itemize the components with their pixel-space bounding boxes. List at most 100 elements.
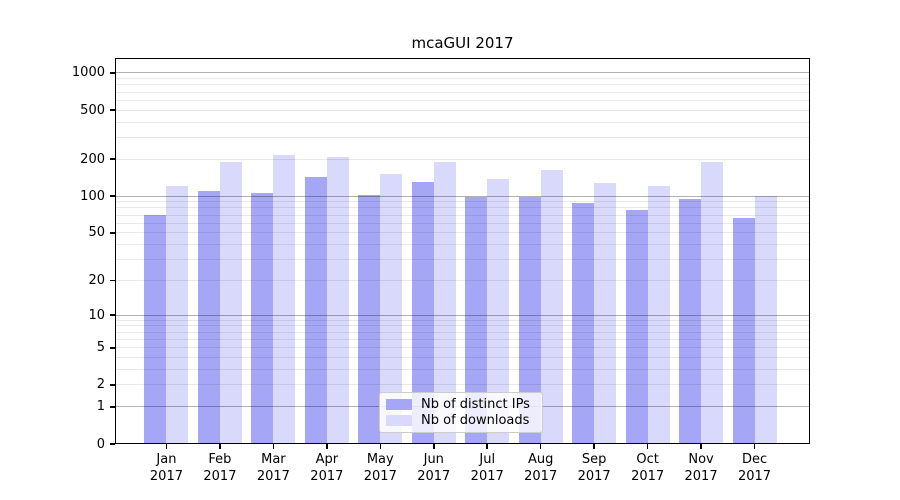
y-axis-tick bbox=[110, 443, 115, 445]
y-axis-tick bbox=[110, 158, 115, 160]
grid-line-minor bbox=[116, 347, 809, 349]
y-tick-label: 1 bbox=[96, 399, 105, 415]
x-tick-label: Mar 2017 bbox=[256, 452, 290, 484]
y-tick-label: 20 bbox=[88, 272, 105, 288]
bar-downloads bbox=[219, 162, 242, 444]
x-axis-tick bbox=[700, 444, 702, 449]
grid-line-major bbox=[116, 72, 809, 74]
y-axis-tick bbox=[110, 232, 115, 234]
bar-distinct-ips bbox=[572, 202, 595, 444]
grid-line-minor bbox=[116, 331, 809, 333]
y-tick-label: 0 bbox=[96, 436, 105, 452]
bar-downloads bbox=[273, 155, 296, 444]
bar-downloads bbox=[166, 185, 189, 444]
grid-line-minor bbox=[116, 279, 809, 281]
grid-line-minor bbox=[116, 357, 809, 359]
bar-downloads bbox=[754, 196, 777, 444]
x-tick-label: Aug 2017 bbox=[524, 452, 558, 484]
bar-distinct-ips bbox=[144, 215, 167, 444]
bar-downloads bbox=[380, 174, 403, 444]
grid-line-minor bbox=[116, 78, 809, 80]
y-tick-label: 50 bbox=[88, 225, 105, 241]
x-tick-label: Sep 2017 bbox=[577, 452, 611, 484]
x-axis-tick bbox=[165, 444, 168, 449]
bar-downloads bbox=[594, 183, 617, 444]
legend-swatch-downloads bbox=[386, 414, 412, 426]
x-axis-tick bbox=[486, 444, 488, 449]
chart-title: mcaGUI 2017 bbox=[411, 34, 514, 52]
grid-line-minor bbox=[116, 99, 809, 101]
bar-downloads bbox=[647, 185, 670, 444]
grid-line-minor bbox=[116, 136, 809, 138]
y-axis-tick bbox=[110, 279, 115, 282]
x-axis-tick bbox=[646, 444, 649, 449]
x-tick-label: Jun 2017 bbox=[417, 452, 451, 484]
grid-line-major bbox=[116, 195, 809, 197]
grid-line-minor bbox=[116, 201, 809, 203]
grid-line-minor bbox=[116, 207, 809, 209]
plot-area bbox=[115, 58, 810, 444]
y-tick-label: 5 bbox=[96, 340, 105, 356]
grid-line-minor bbox=[116, 158, 809, 160]
x-tick-label: Jan 2017 bbox=[149, 452, 183, 484]
y-tick-label: 10 bbox=[88, 307, 105, 323]
bar-distinct-ips bbox=[358, 195, 381, 444]
x-tick-label: Feb 2017 bbox=[203, 452, 237, 484]
bar-distinct-ips bbox=[197, 190, 220, 444]
x-tick-label: Dec 2017 bbox=[737, 452, 772, 484]
x-axis-tick bbox=[272, 444, 275, 449]
grid-line-minor bbox=[116, 121, 809, 123]
legend-swatch-distinct-ips bbox=[386, 399, 412, 411]
bar-distinct-ips bbox=[518, 196, 541, 444]
y-axis-tick bbox=[110, 195, 115, 197]
x-axis-tick bbox=[753, 444, 756, 449]
y-axis-tick bbox=[110, 109, 115, 111]
bar-distinct-ips bbox=[625, 209, 648, 444]
grid-line-minor bbox=[116, 232, 809, 234]
y-tick-label: 100 bbox=[80, 188, 105, 204]
bar-downloads bbox=[487, 179, 510, 444]
grid-line-minor bbox=[116, 244, 809, 246]
y-axis-tick bbox=[110, 347, 115, 349]
y-axis-tick bbox=[110, 384, 115, 386]
bar-distinct-ips bbox=[465, 197, 488, 444]
legend-label-downloads: Nb of downloads bbox=[421, 412, 530, 428]
x-axis-tick bbox=[593, 444, 595, 449]
grid-line-minor bbox=[116, 325, 809, 327]
grid-line-minor bbox=[116, 84, 809, 86]
legend-label-distinct-ips: Nb of distinct IPs bbox=[421, 397, 530, 413]
legend-item-downloads: Nb of downloads bbox=[386, 413, 536, 429]
grid-line-minor bbox=[116, 214, 809, 216]
grid-line-minor bbox=[116, 384, 809, 386]
y-axis-tick bbox=[110, 72, 115, 74]
y-tick-label: 2 bbox=[96, 377, 105, 393]
grid-line-minor bbox=[116, 319, 809, 321]
x-axis-tick bbox=[379, 444, 382, 449]
x-tick-label: Oct 2017 bbox=[631, 452, 665, 484]
x-tick-label: Jul 2017 bbox=[470, 452, 504, 484]
bar-downloads bbox=[326, 156, 349, 444]
y-tick-label: 200 bbox=[80, 151, 105, 167]
grid-line-minor bbox=[116, 109, 809, 111]
x-axis-tick bbox=[539, 444, 542, 449]
bar-distinct-ips bbox=[732, 218, 755, 444]
x-axis-tick bbox=[219, 444, 221, 449]
grid-line-minor bbox=[116, 259, 809, 261]
bar-distinct-ips bbox=[411, 182, 434, 444]
grid-line-major bbox=[116, 314, 809, 316]
x-tick-label: Apr 2017 bbox=[310, 452, 344, 484]
bar-distinct-ips bbox=[251, 193, 274, 444]
bar-downloads bbox=[433, 161, 456, 444]
grid-line-minor bbox=[116, 338, 809, 340]
bar-downloads bbox=[701, 162, 724, 444]
y-tick-label: 1000 bbox=[71, 65, 105, 81]
legend: Nb of distinct IPs Nb of downloads bbox=[379, 392, 543, 433]
x-axis-tick bbox=[326, 444, 328, 449]
x-tick-label: May 2017 bbox=[363, 452, 397, 484]
y-tick-label: 500 bbox=[80, 102, 105, 118]
grid-line-minor bbox=[116, 91, 809, 93]
x-axis-tick bbox=[433, 444, 435, 449]
y-axis-tick bbox=[110, 406, 115, 408]
grid-line-minor bbox=[116, 222, 809, 224]
